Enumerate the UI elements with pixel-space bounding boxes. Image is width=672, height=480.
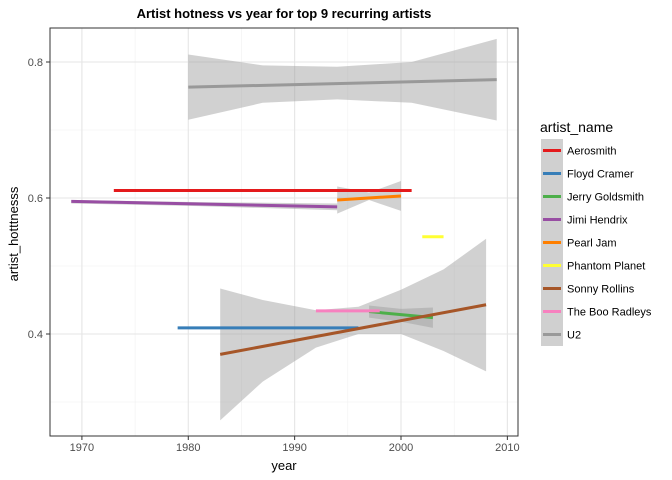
x-tick-label: 2010	[495, 442, 519, 454]
grid-minor	[50, 28, 518, 436]
legend: artist_name Aerosmith Floyd Cramer Jerry G…	[540, 119, 652, 346]
x-tick-label: 1980	[176, 442, 200, 454]
grid-major	[50, 28, 518, 436]
legend-label: Floyd Cramer	[567, 169, 634, 181]
plot-panel-border	[49, 27, 519, 437]
chart-title: Artist hotness vs year for top 9 recurri…	[137, 6, 432, 21]
y-tick-label: 0.8	[28, 57, 43, 69]
x-axis-title: year	[271, 458, 297, 473]
x-tick-label: 2000	[389, 442, 413, 454]
band-u2	[188, 38, 497, 121]
legend-label: Aerosmith	[567, 146, 617, 158]
x-tick-label: 1990	[282, 442, 306, 454]
legend-label: Jerry Goldsmith	[567, 192, 644, 204]
series-line-pearl-jam	[337, 194, 402, 202]
plot-panel	[49, 27, 519, 437]
legend-label: Jimi Hendrix	[567, 215, 628, 227]
series-line-jimi-hendrix	[71, 199, 338, 209]
legend-title: artist_name	[540, 119, 613, 135]
legend-label: U2	[567, 330, 581, 342]
legend-label: Sonny Rollins	[567, 284, 635, 296]
legend-label: Phantom Planet	[567, 261, 645, 273]
x-axis: 1970 1980 1990 2000 2010	[70, 436, 520, 454]
x-tick-label: 1970	[70, 442, 94, 454]
band-jerry-goldsmith	[369, 305, 433, 328]
legend-label: Pearl Jam	[567, 238, 617, 250]
y-tick-label: 0.6	[28, 193, 43, 205]
series-line-u2	[188, 78, 497, 89]
series-lines	[71, 78, 497, 356]
y-axis: 0.4 0.6 0.8	[28, 57, 50, 341]
y-tick-label: 0.4	[28, 329, 43, 341]
series-line-sonny-rollins	[219, 303, 487, 356]
legend-label: The Boo Radleys	[567, 307, 652, 319]
y-axis-title: artist_hotttnesss	[6, 186, 21, 281]
